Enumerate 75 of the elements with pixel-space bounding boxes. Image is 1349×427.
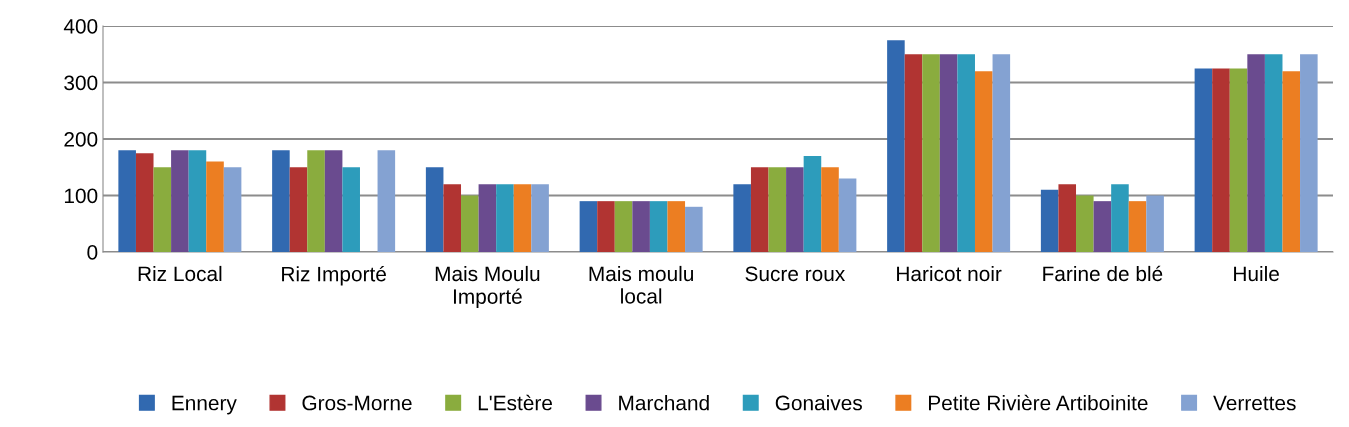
legend-label: Verrettes (1213, 395, 1296, 411)
bar (513, 184, 532, 252)
bar (579, 201, 598, 252)
bar (667, 201, 686, 252)
bar (307, 150, 325, 252)
x-tick-label: Farine de blé (1043, 265, 1163, 282)
x-tick-label: Sucre roux (745, 266, 846, 282)
bar (992, 54, 1011, 252)
y-tick-label: 100 (64, 188, 98, 204)
bar (118, 150, 136, 252)
bar (188, 150, 207, 252)
bar (649, 201, 668, 252)
bar (1058, 184, 1077, 252)
bar (597, 201, 615, 252)
x-tick-label: Haricot noir (897, 265, 1002, 282)
y-tick-label: 300 (64, 75, 98, 91)
legend-label: Marchand (619, 395, 709, 411)
y-tick-label: 400 (63, 19, 98, 34)
x-tick-label: Huile (1234, 265, 1279, 282)
bar (425, 167, 444, 252)
bar (1076, 195, 1094, 252)
bar (1111, 184, 1129, 252)
bar (531, 184, 549, 252)
bar (496, 184, 514, 252)
bar (461, 195, 479, 252)
bar (786, 167, 804, 252)
bar (685, 206, 703, 252)
bar (1212, 68, 1230, 252)
legend-label: Gonaives (775, 395, 862, 411)
bar (342, 167, 360, 252)
bar (171, 150, 189, 252)
bar (1146, 195, 1164, 252)
bar (1300, 54, 1318, 252)
y-tick-label: 0 (87, 245, 98, 260)
x-tick-label: Mais moulu local (589, 265, 693, 304)
bar (803, 155, 822, 252)
y-tick-label: 200 (64, 132, 98, 147)
bar (887, 40, 905, 252)
bar (377, 150, 396, 252)
bar (1247, 54, 1265, 252)
bar (289, 167, 308, 252)
bar (206, 161, 224, 252)
bar (1264, 54, 1283, 252)
bar (1093, 201, 1112, 252)
bar (223, 167, 242, 252)
bar (478, 184, 497, 252)
bar (768, 167, 787, 252)
legend-label: Ennery (172, 395, 237, 415)
bar (939, 54, 958, 252)
bar (733, 184, 751, 252)
bar (974, 71, 993, 252)
bar (904, 54, 923, 252)
bar (135, 153, 154, 252)
bar (838, 178, 857, 252)
x-tick-label: Riz Local (138, 265, 222, 282)
bar (632, 201, 650, 252)
bar (750, 167, 769, 252)
bar (614, 201, 633, 252)
x-tick-label: Mais Moulu Importé (435, 265, 540, 309)
legend-label: Petite Rivière Artiboinite (929, 394, 1148, 411)
bar (957, 54, 975, 252)
legend-label: L'Estère (478, 394, 552, 411)
bar (153, 167, 172, 252)
bar (1229, 68, 1248, 252)
bar (1040, 189, 1059, 252)
bar (443, 184, 462, 252)
bar (272, 150, 290, 252)
bar (821, 167, 839, 252)
x-tick-label: Riz Importé (282, 265, 386, 286)
bar (1194, 68, 1213, 252)
bar (1128, 201, 1147, 252)
legend-label: Gros-Morne (302, 395, 412, 411)
bar (922, 54, 940, 252)
bar (324, 150, 343, 252)
bar (1282, 71, 1301, 252)
